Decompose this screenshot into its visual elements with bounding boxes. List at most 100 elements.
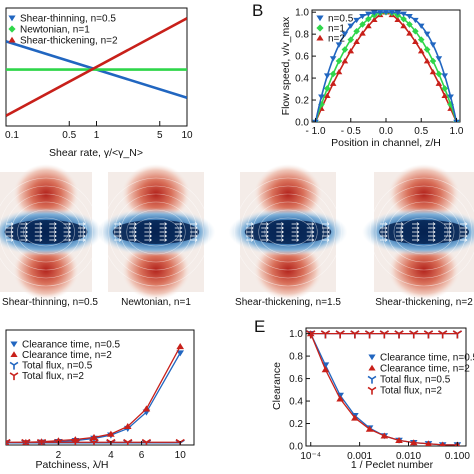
x-tick-label: 0.5 — [62, 130, 76, 141]
flow-arrow — [396, 226, 404, 230]
data-point-total-flux-n-2 — [350, 330, 360, 339]
flow-arrow — [6, 238, 14, 242]
x-tick-label: 0.1 — [5, 130, 19, 141]
flow-arrow — [261, 234, 269, 238]
flow-arrow — [412, 222, 420, 226]
x-axis-label: 1 / Peclet number — [351, 459, 434, 471]
y-tick-label: 0.8 — [289, 352, 303, 363]
data-point-total-flux-n-2 — [89, 438, 99, 445]
flow-arrow — [34, 238, 43, 242]
flow-arrow — [78, 222, 86, 226]
flow-arrow — [380, 222, 388, 226]
flow-arrow — [6, 234, 14, 238]
data-point-n-0-5 — [406, 13, 413, 20]
heatmap-caption-4: Shear-thickening, n=2 — [375, 297, 473, 308]
data-point-n-0-5 — [341, 31, 349, 37]
data-point-total-flux-n-2 — [335, 330, 345, 339]
flow-arrow — [380, 234, 388, 238]
flow-arrow — [159, 230, 168, 234]
flow-arrow — [78, 234, 86, 238]
data-point-n-1 — [412, 27, 419, 35]
data-point-n-0-5 — [412, 17, 419, 24]
legend-label-clearance-time-n-2: Clearance time, n=2 — [22, 350, 112, 361]
data-point-clearance-time-n-2 — [336, 395, 344, 402]
data-point-n-2 — [435, 80, 443, 86]
x-tick-label: 0.100 — [445, 451, 470, 462]
legend-label-total-flux-n-2: Total flux, n=2 — [380, 386, 442, 397]
flow-arrow — [276, 222, 284, 226]
plot-area — [312, 10, 460, 122]
legend-marker-clearance-time-n-2 — [10, 351, 18, 358]
data-point-n-1 — [347, 36, 355, 43]
data-point-total-flux-n-2 — [452, 330, 463, 339]
legend-label-clearance-time-n-0-5: Clearance time, n=0.5 — [22, 340, 121, 351]
flow-arrow — [396, 230, 404, 234]
y-axis-label: Clearance — [271, 362, 283, 410]
data-point-clearance-time-n-2 — [439, 441, 446, 446]
data-point-n-1 — [341, 46, 349, 53]
legend-label-clearance-time-n-0-5: Clearance time, n=0.5 — [380, 353, 474, 364]
flow-arrow — [129, 238, 137, 242]
data-point-n-0-5 — [435, 56, 443, 62]
heatmap-caption-3: Shear-thickening, n=1.5 — [235, 297, 341, 308]
data-point-n-1 — [435, 70, 443, 78]
data-point-n-2 — [329, 80, 337, 86]
flow-arrow — [63, 222, 72, 226]
x-tick-label: 1 — [94, 130, 100, 141]
x-tick-label: 0.010 — [396, 451, 421, 462]
flow-arrow — [460, 222, 468, 226]
data-point-n-0-5 — [318, 94, 325, 100]
data-point-n-0-5 — [359, 13, 366, 20]
flow-arrow — [460, 226, 468, 230]
legend-marker-clearance-time-n-0-5 — [10, 341, 18, 348]
flow-arrow — [78, 230, 86, 234]
flow-arrow — [322, 230, 330, 234]
data-point-n-0-5 — [394, 10, 402, 16]
data-point-total-flux-n-2 — [123, 438, 133, 445]
data-point-total-flux-n-2 — [394, 330, 404, 339]
data-point-n-0-5 — [347, 23, 355, 29]
y-tick-label: 1.0 — [295, 8, 309, 19]
legend-marker-total-flux-n-0-5 — [9, 361, 19, 370]
data-point-n-2 — [370, 16, 378, 22]
data-point-n-2 — [335, 68, 343, 75]
flow-arrow — [129, 226, 137, 230]
channel-core — [379, 220, 469, 244]
data-point-n-1 — [417, 36, 425, 43]
flow-arrow — [63, 234, 72, 238]
flow-arrow — [444, 238, 452, 242]
flow-arrow — [190, 226, 198, 230]
flow-arrow — [174, 238, 183, 242]
flow-arrow — [246, 230, 254, 234]
data-point-n-0-5 — [370, 10, 378, 16]
data-point-clearance-time-n-2 — [395, 436, 403, 444]
flow-arrow — [276, 230, 284, 234]
flow-arrow — [460, 230, 468, 234]
flow-arrow — [78, 226, 86, 230]
flow-arrow — [114, 238, 122, 242]
flow-arrow — [460, 234, 468, 238]
flow-arrow — [20, 230, 28, 234]
flow-arrow — [276, 234, 284, 238]
legend-label-total-flux-n-0-5: Total flux, n=0.5 — [380, 375, 451, 386]
data-point-total-flux-n-2 — [306, 330, 316, 339]
streamline — [126, 209, 186, 255]
flow-arrow — [322, 234, 330, 238]
streamline — [369, 177, 474, 287]
data-point-n-1 — [365, 15, 372, 23]
flow-arrow — [412, 230, 420, 234]
flow-arrow — [412, 238, 420, 242]
streamline — [102, 177, 210, 287]
flow-arrow — [49, 234, 57, 238]
flow-arrow — [20, 226, 28, 230]
heatmap-tile-4 — [362, 164, 474, 300]
flow-arrow — [396, 238, 404, 242]
flow-arrow — [114, 222, 122, 226]
data-point-n-1 — [359, 21, 366, 28]
flow-arrow — [261, 238, 269, 242]
heatmap-caption-1: Shear-thinning, n=0.5 — [2, 297, 98, 308]
flow-arrow — [34, 222, 43, 226]
legend-label-shear-thinning-n-0-5: Shear-thinning, n=0.5 — [20, 14, 116, 25]
panel-d-chart: 2 4 6 10 Patchiness, λ/H Clearance time, n=0.… — [5, 329, 195, 471]
data-point-total-flux-n-2 — [6, 438, 11, 445]
